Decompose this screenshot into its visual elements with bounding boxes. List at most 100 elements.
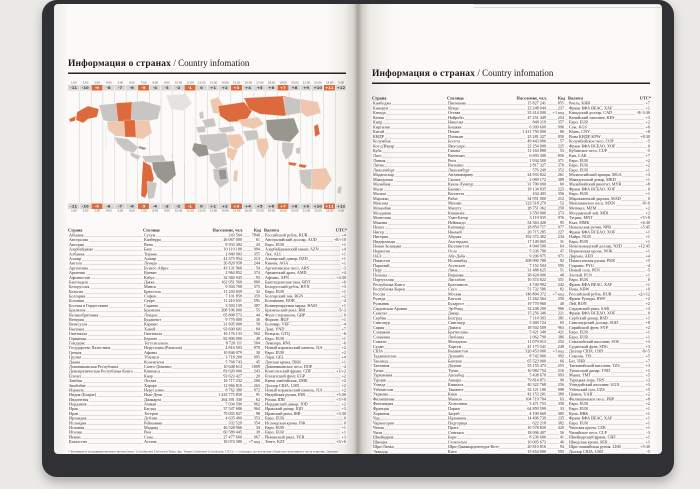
cell-capital: Вильнюс bbox=[447, 163, 466, 168]
cell-code: 243 bbox=[252, 369, 261, 374]
page-title-en: Country infomation bbox=[482, 68, 554, 78]
cell-utc: +2 bbox=[340, 402, 347, 407]
table-row: Кот-д'Ивуар Ямусукро 23 254 000 225 Франк КФ… bbox=[372, 143, 651, 149]
cell-capital: Копенгаген bbox=[143, 359, 166, 365]
page-title-ru: Информация о странах bbox=[372, 68, 476, 79]
timezone-cell: +2 bbox=[219, 85, 231, 91]
cell-capital: Каир bbox=[143, 373, 154, 379]
cell-utc: +2 bbox=[644, 163, 651, 168]
cell-code: 385 bbox=[556, 411, 565, 416]
cell-utc: +4 bbox=[340, 233, 347, 238]
table-row: Мьянма Нейпьидо 54 363 426 95 Кьят, MMK +6:30 bbox=[372, 220, 651, 225]
cell-code: 65 bbox=[558, 320, 565, 326]
timezone-cell: 13:00 bbox=[209, 81, 217, 85]
cell-utc: +3 bbox=[340, 406, 347, 412]
col-country: Страна bbox=[372, 95, 387, 101]
cell-country: Польша bbox=[372, 272, 389, 278]
cell-code: 359 bbox=[252, 294, 261, 299]
cell-code: 244 bbox=[252, 261, 261, 266]
cell-capital: Яунде bbox=[447, 105, 461, 111]
timezone-scale-top: 1:00 2:00 3:00 4:00 5:00 6:00 7:00 8:00 9:00 10:0… bbox=[68, 81, 347, 213]
cell-utc: +1 bbox=[644, 435, 651, 440]
cell-currency: Шри-ланкийская рупия, LKR bbox=[568, 444, 622, 450]
timezone-cell: -2 bbox=[172, 203, 185, 209]
cell-capital: Афины bbox=[143, 350, 158, 355]
cell-code: 371 bbox=[556, 158, 565, 163]
cell-utc: +1 bbox=[340, 289, 347, 294]
timezone-cell: 0 bbox=[195, 203, 208, 209]
cell-currency: Сомалийский шиллинг, SOS bbox=[568, 339, 620, 345]
timezone-cell: -9 bbox=[91, 85, 103, 91]
cell-capital: Бразилиа bbox=[143, 308, 162, 313]
table-row: Черногория Подгорица 622 218 382 Евро, EUR +1 bbox=[372, 420, 651, 426]
table-row: Узбекистан Ташкент 32 121 100 998 Узбекский … bbox=[372, 387, 651, 393]
timezone-cell: 4:00 bbox=[105, 81, 112, 85]
cell-utc: +1 bbox=[644, 368, 651, 373]
cell-code: 962 bbox=[252, 402, 261, 407]
cell-country: Хорватия bbox=[372, 411, 391, 416]
cell-code: 977 bbox=[556, 225, 565, 230]
cell-population: 32 121 100 bbox=[526, 387, 547, 393]
cell-code: 58 bbox=[254, 322, 261, 327]
cell-currency: Франк КФА ВСЕАО, XOF bbox=[568, 143, 617, 149]
table-row: Алжир Алжир 41 375 954 213 Алжирский динар, … bbox=[68, 256, 347, 262]
table-row: Венесуэла Каракас 31 605 000 58 Боливар, VEF… bbox=[68, 322, 347, 327]
cell-code: 386 bbox=[556, 334, 565, 340]
cell-capital: Загреб bbox=[447, 411, 461, 416]
cell-population: 7 101 859 bbox=[224, 294, 243, 299]
cell-code: 7840 bbox=[250, 233, 261, 238]
cell-country: Испания bbox=[68, 425, 86, 431]
timezone-cell: +10 bbox=[312, 203, 324, 209]
cell-country: Государство Палестина bbox=[68, 345, 112, 351]
cell-utc: -8/-3:30 bbox=[635, 110, 651, 116]
cell-utc: -5 bbox=[645, 268, 651, 273]
cell-currency: Российский рубль, RUB bbox=[264, 233, 309, 238]
cell-population: 82 800 000 bbox=[222, 336, 243, 341]
cell-code: 855 bbox=[556, 101, 565, 106]
cell-capital: Париж bbox=[447, 406, 461, 412]
cell-currency: Непальская рупия, NPR bbox=[568, 225, 613, 230]
cell-utc: +1/+2 bbox=[335, 369, 347, 374]
timezone-cell: +4 bbox=[242, 203, 254, 209]
cell-currency: Алжирский динар, DZD bbox=[264, 256, 309, 262]
cell-population: 55 155 473 bbox=[526, 363, 547, 369]
cell-country: ОАЭ bbox=[372, 253, 383, 259]
cell-population: 18 502 509 bbox=[526, 325, 547, 330]
table-row: Ирак Багдад 37 547 686 964 Иракский динар, I… bbox=[68, 406, 347, 412]
cell-country: Йемен bbox=[68, 434, 82, 440]
table-row: Греция Афины 10 846 979 30 Евро, EUR +2 bbox=[68, 350, 347, 355]
cell-code: +7 код bbox=[551, 291, 565, 297]
timezone-cell: +10 bbox=[312, 85, 324, 91]
table-row: Австралия Канберра 26 067 000 61 Австралийск… bbox=[68, 237, 347, 243]
cell-utc: +1 bbox=[644, 439, 651, 445]
cell-population: 11 262 564 bbox=[526, 296, 547, 302]
cell-population: 5 471 753 bbox=[528, 401, 547, 407]
cell-utc: -5 bbox=[645, 148, 651, 154]
timezone-cell: 15:00 bbox=[232, 81, 241, 85]
cell-currency: Форинт, HUF bbox=[264, 317, 290, 323]
cell-utc: +5:45 bbox=[639, 225, 651, 230]
cell-currency: Лемпира, HNL bbox=[264, 340, 293, 346]
timezone-boundary-dashes bbox=[105, 126, 290, 198]
cell-population: 5 336 790 bbox=[528, 248, 547, 254]
cell-code: 993 bbox=[556, 373, 565, 378]
page-right: Информация о странах / Country infomatio… bbox=[358, 4, 662, 454]
cell-utc: +4 bbox=[340, 355, 347, 360]
cell-utc: 0 bbox=[646, 277, 651, 283]
cell-currency: Тугрик, MNT bbox=[568, 215, 594, 221]
table-row: Уганда Кампала 40 322 768 256 Угандийский ши… bbox=[372, 382, 651, 388]
cell-utc: -5/-3 bbox=[336, 308, 347, 313]
cell-currency: Марокканский дирхам, MAD bbox=[568, 196, 622, 202]
table-row: Республика Корея Сеул 51 732 586 82 Вона, KR… bbox=[372, 287, 651, 292]
table-row: Македония Скопье 2 069 172 389 Македонский д… bbox=[372, 177, 651, 182]
cell-code: 976 bbox=[556, 215, 565, 221]
cell-code: 66 bbox=[558, 358, 565, 364]
cell-code: 373 bbox=[556, 210, 565, 216]
cell-country: Мальта bbox=[372, 191, 388, 197]
cell-utc: +1 bbox=[644, 167, 651, 173]
cell-country: Азербайджан bbox=[68, 247, 94, 252]
cell-capital: Сукре bbox=[143, 298, 156, 304]
cell-utc: +2 bbox=[340, 350, 347, 355]
cell-code: 967 bbox=[252, 434, 261, 440]
table-row: Албания Тирана 2 840 903 355 Лек, ALL +1 bbox=[68, 251, 347, 257]
